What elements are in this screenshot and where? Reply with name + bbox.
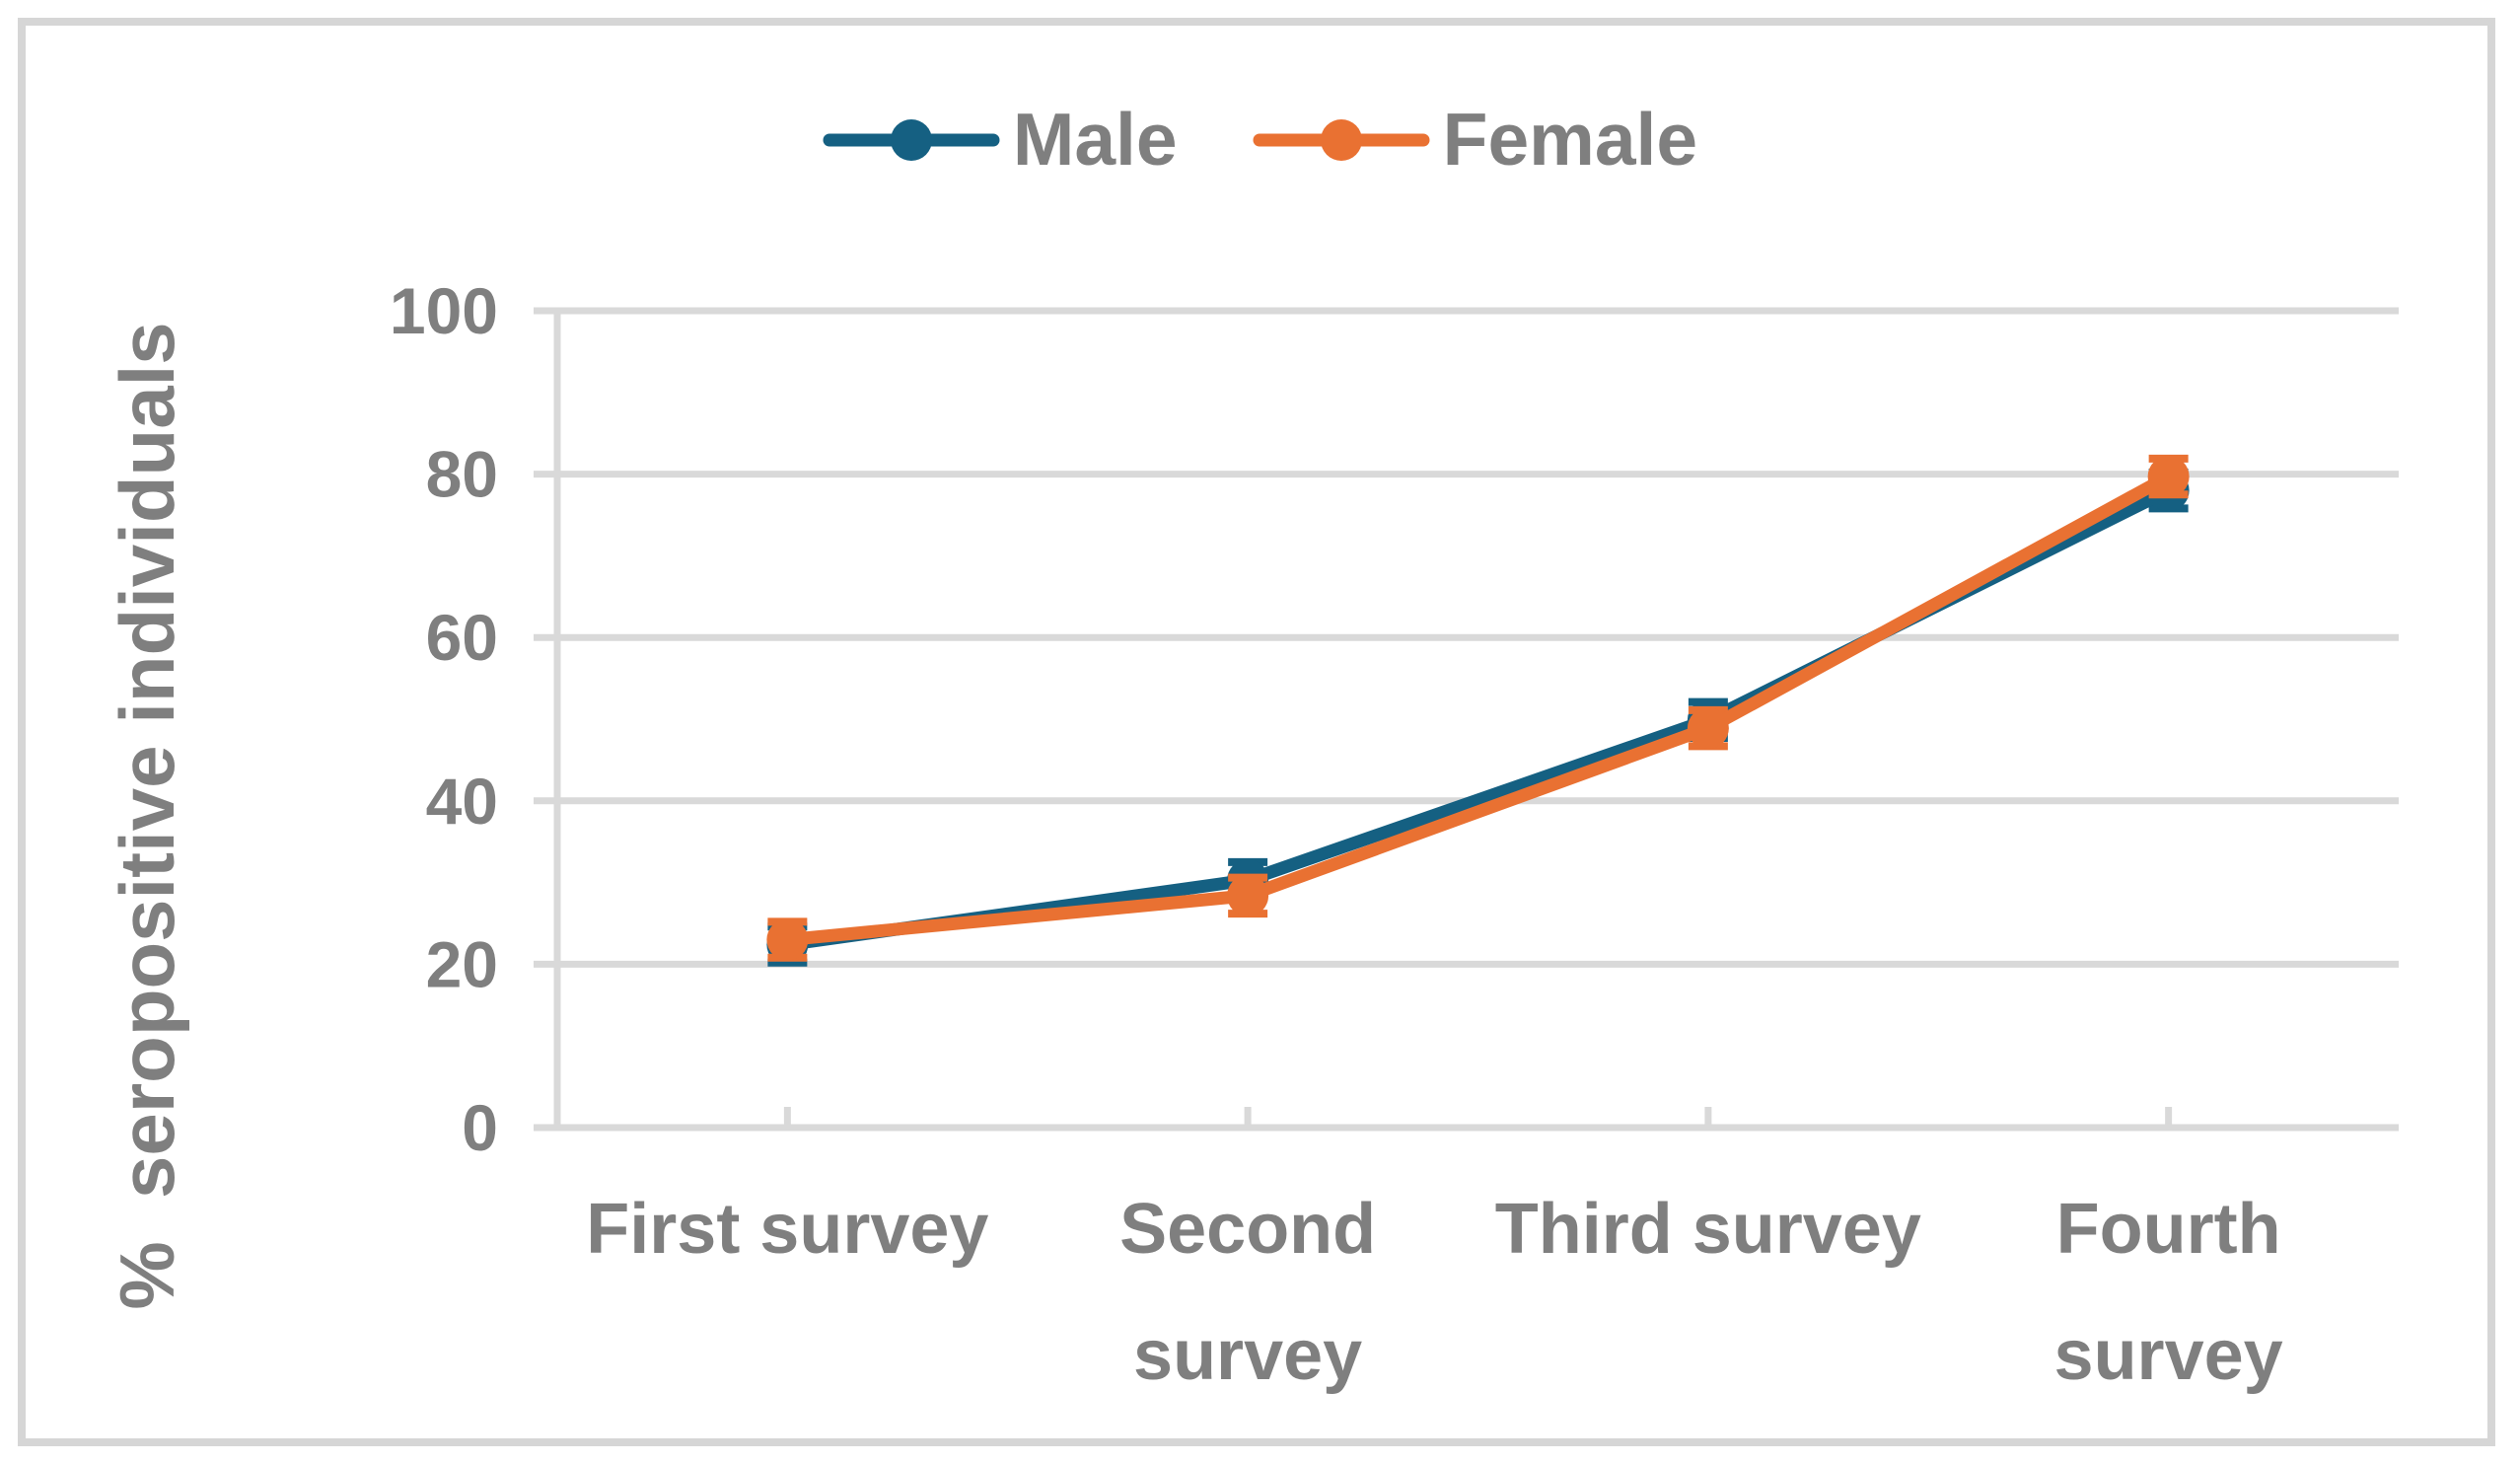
female-data-point-marker — [2147, 456, 2190, 498]
y-tick-label: 100 — [390, 274, 498, 347]
female-data-point-marker — [766, 918, 809, 961]
category-label: survey — [1133, 1316, 1362, 1395]
female-data-point-marker — [1227, 874, 1269, 916]
category-label: survey — [2054, 1316, 2283, 1395]
female-data-point-marker — [1687, 707, 1729, 750]
female-series-line — [786, 471, 2172, 947]
y-tick-label: 20 — [426, 927, 498, 1000]
y-tick-label: 80 — [426, 438, 498, 511]
y-tick-label: 0 — [462, 1091, 498, 1164]
chart-border — [18, 18, 2495, 1446]
category-label: Fourth — [2056, 1190, 2281, 1269]
y-axis-title: % seropositive individuals — [104, 322, 190, 1309]
category-label: Second — [1119, 1190, 1376, 1269]
category-label: Third survey — [1495, 1190, 1921, 1269]
y-tick-label: 40 — [426, 765, 498, 838]
category-label: First survey — [586, 1190, 988, 1269]
y-tick-label: 60 — [426, 601, 498, 674]
